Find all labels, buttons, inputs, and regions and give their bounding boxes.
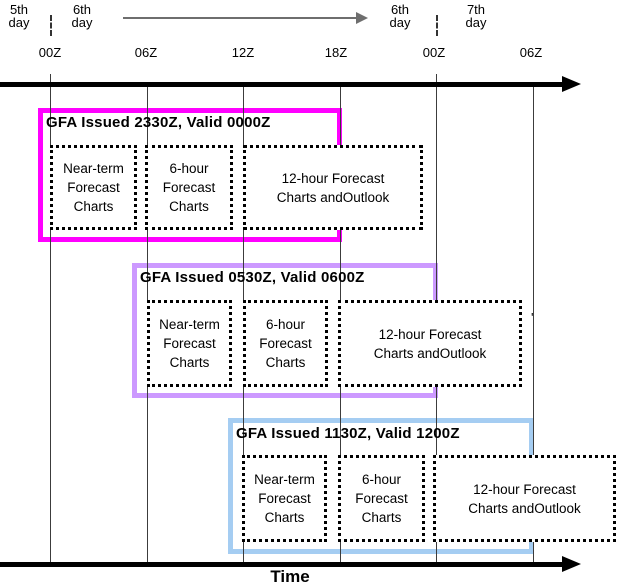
day-boundary-divider-right (436, 15, 438, 36)
grid-line-00z (50, 74, 51, 563)
box-text-line: Charts (169, 355, 210, 370)
box-text-line: Charts (265, 355, 306, 370)
twelve-hour-forecast-box: 12-hour Forecast Charts andOutlook (433, 455, 616, 542)
box-text-line: Charts andOutlook (276, 189, 390, 205)
gfa-cycle-title: GFA Issued 2330Z, Valid 0000Z (46, 114, 271, 131)
gfa-cycle-title: GFA Issued 1130Z, Valid 1200Z (236, 425, 460, 442)
day-label-line: 5th (9, 2, 29, 17)
grid-line-06z-2 (533, 84, 534, 563)
axis-tick-label: 18Z (324, 45, 348, 60)
time-axis-label: Time (270, 567, 310, 586)
near-term-forecast-box: Near-term Forecast Charts (50, 145, 137, 230)
axis-tick-label: 00Z (38, 45, 62, 60)
box-text-line: 6-hour (361, 472, 402, 487)
day-span-arrow-line (123, 17, 356, 19)
day-label-line: 6th (72, 2, 92, 17)
box-text-line: Charts andOutlook (373, 345, 487, 361)
twelve-hour-forecast-box: 12-hour Forecast Charts andOutlook (338, 300, 522, 387)
six-hour-forecast-box: 6-hour Forecast Charts (145, 145, 233, 230)
day-label-5th: 5th day (0, 3, 39, 29)
day-label-line: 7th (466, 2, 486, 17)
box-text-line: Charts (73, 199, 114, 214)
box-text-line: Near-term (63, 161, 124, 176)
day-label-6th-right: 6th day (380, 3, 420, 29)
box-text-line: 12-hour Forecast (378, 326, 482, 342)
box-text-line: Near-term (159, 317, 220, 332)
axis-tick-label: 00Z (422, 45, 446, 60)
day-label-line: day (465, 15, 487, 30)
near-term-forecast-box: Near-term Forecast Charts (242, 455, 327, 542)
axis-tick-label: 06Z (134, 45, 158, 60)
box-text-line: Near-term (254, 472, 315, 487)
time-axis-arrowhead-icon (562, 556, 581, 572)
gfa-cycle-title: GFA Issued 0530Z, Valid 0600Z (140, 269, 365, 286)
day-label-line: day (71, 15, 93, 30)
box-text-line: Forecast (67, 180, 120, 195)
six-hour-forecast-box: 6-hour Forecast Charts (338, 455, 425, 542)
timeline-axis-arrowhead-icon (562, 76, 581, 92)
twelve-hour-forecast-box: 12-hour Forecast Charts andOutlook (243, 145, 423, 230)
box-text-line: Forecast (162, 180, 216, 195)
box-text-line: Forecast (355, 491, 408, 506)
near-term-forecast-box: Near-term Forecast Charts (147, 300, 232, 387)
day-label-7th: 7th day (456, 3, 496, 29)
box-text-line: 12-hour Forecast (281, 170, 385, 186)
day-span-arrowhead-icon (356, 12, 368, 24)
day-boundary-divider-left (50, 15, 52, 36)
box-text-line: 6-hour (265, 317, 306, 332)
box-text-line: Forecast (163, 336, 216, 351)
box-text-line: Charts (169, 199, 209, 214)
six-hour-forecast-box: 6-hour Forecast Charts (243, 300, 328, 387)
box-text-line: Charts (361, 510, 402, 525)
box-text-line: Forecast (259, 336, 312, 351)
timeline-axis-line (0, 82, 562, 87)
day-label-line: day (8, 15, 30, 30)
time-axis-line (0, 562, 562, 567)
box-text-line: Charts (264, 510, 305, 525)
box-text-line: Forecast (258, 491, 311, 506)
axis-tick-label: 06Z (519, 45, 543, 60)
axis-tick-label: 12Z (231, 45, 255, 60)
day-label-line: 6th (390, 2, 410, 17)
stray-mark: ' (531, 310, 534, 325)
box-text-line: Charts andOutlook (468, 500, 581, 516)
box-text-line: 12-hour Forecast (473, 481, 576, 497)
day-label-line: day (389, 15, 411, 30)
box-text-line: 6-hour (169, 161, 209, 176)
day-label-6th-left: 6th day (62, 3, 102, 29)
